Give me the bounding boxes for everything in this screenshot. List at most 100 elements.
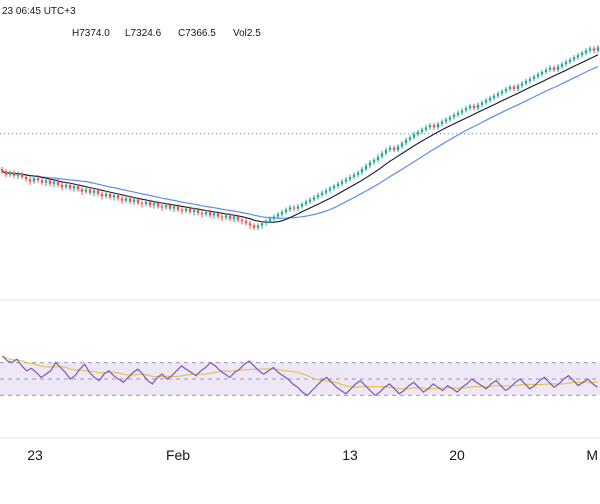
- candle[interactable]: [160, 204, 164, 211]
- candle[interactable]: [336, 181, 340, 189]
- candle[interactable]: [520, 81, 524, 88]
- candle[interactable]: [244, 218, 248, 226]
- candle[interactable]: [500, 88, 504, 96]
- candle[interactable]: [432, 122, 436, 130]
- candle[interactable]: [508, 84, 512, 92]
- candle[interactable]: [320, 190, 324, 198]
- candle[interactable]: [40, 178, 44, 185]
- candle[interactable]: [360, 166, 364, 175]
- candle[interactable]: [112, 192, 116, 201]
- candle[interactable]: [528, 76, 532, 84]
- candle[interactable]: [68, 182, 72, 191]
- candle[interactable]: [184, 206, 188, 214]
- candle[interactable]: [296, 204, 300, 211]
- candle[interactable]: [24, 174, 28, 182]
- candle[interactable]: [476, 102, 480, 111]
- candle[interactable]: [60, 182, 64, 191]
- candle[interactable]: [36, 174, 40, 183]
- candle[interactable]: [516, 83, 520, 92]
- candle[interactable]: [96, 188, 100, 197]
- candle[interactable]: [288, 205, 292, 212]
- candle[interactable]: [308, 197, 312, 205]
- candle[interactable]: [488, 95, 492, 103]
- candle[interactable]: [164, 202, 168, 210]
- candle[interactable]: [496, 91, 500, 99]
- candle[interactable]: [424, 125, 428, 132]
- candle[interactable]: [84, 186, 88, 194]
- candle[interactable]: [324, 188, 328, 196]
- candle[interactable]: [116, 192, 120, 201]
- candle[interactable]: [580, 50, 584, 58]
- candle[interactable]: [312, 195, 316, 202]
- candle[interactable]: [128, 196, 132, 205]
- candle[interactable]: [196, 207, 200, 216]
- candle[interactable]: [292, 205, 296, 211]
- candle[interactable]: [100, 191, 104, 200]
- candle[interactable]: [384, 147, 388, 156]
- candle[interactable]: [144, 198, 148, 207]
- candle[interactable]: [4, 169, 8, 177]
- candle[interactable]: [52, 179, 56, 188]
- candle[interactable]: [468, 103, 472, 111]
- candle[interactable]: [188, 206, 192, 215]
- candle[interactable]: [404, 137, 408, 146]
- candle[interactable]: [524, 78, 528, 86]
- candle[interactable]: [256, 223, 260, 230]
- candle[interactable]: [352, 172, 356, 180]
- candle[interactable]: [136, 197, 140, 206]
- candle[interactable]: [12, 170, 16, 179]
- candle[interactable]: [44, 176, 48, 187]
- candle[interactable]: [572, 55, 576, 62]
- candle[interactable]: [0, 166, 4, 174]
- candle[interactable]: [204, 209, 208, 217]
- candle[interactable]: [56, 179, 60, 188]
- candle[interactable]: [408, 135, 412, 143]
- candle[interactable]: [332, 183, 336, 191]
- candle[interactable]: [444, 117, 448, 124]
- candle[interactable]: [284, 207, 288, 215]
- candle[interactable]: [544, 67, 548, 75]
- candle[interactable]: [192, 207, 196, 216]
- candle[interactable]: [168, 202, 172, 211]
- candle[interactable]: [248, 220, 252, 229]
- candle[interactable]: [344, 176, 348, 184]
- candle[interactable]: [240, 217, 244, 225]
- candle[interactable]: [364, 163, 368, 172]
- price-pane[interactable]: [0, 45, 600, 230]
- candle[interactable]: [480, 100, 484, 108]
- candle[interactable]: [472, 103, 476, 111]
- candle[interactable]: [348, 174, 352, 182]
- candle[interactable]: [376, 154, 380, 163]
- candle[interactable]: [448, 114, 452, 122]
- candle[interactable]: [124, 195, 128, 203]
- candle[interactable]: [272, 214, 276, 221]
- candle[interactable]: [268, 216, 272, 224]
- candle[interactable]: [584, 48, 588, 56]
- candle[interactable]: [260, 220, 264, 229]
- candle[interactable]: [172, 204, 176, 212]
- candle[interactable]: [456, 110, 460, 118]
- candle[interactable]: [264, 218, 268, 226]
- candle[interactable]: [212, 210, 216, 219]
- candle[interactable]: [76, 183, 80, 192]
- candle[interactable]: [328, 186, 332, 193]
- candle[interactable]: [80, 187, 84, 196]
- candle[interactable]: [220, 214, 224, 221]
- candle[interactable]: [388, 145, 392, 153]
- candle[interactable]: [396, 144, 400, 153]
- candle[interactable]: [380, 151, 384, 159]
- candle[interactable]: [148, 199, 152, 208]
- candle[interactable]: [228, 213, 232, 221]
- candle[interactable]: [464, 105, 468, 113]
- candle[interactable]: [368, 160, 372, 168]
- candle[interactable]: [356, 170, 360, 177]
- candle[interactable]: [416, 129, 420, 137]
- candle[interactable]: [536, 72, 540, 79]
- candle[interactable]: [224, 213, 228, 220]
- candle[interactable]: [276, 211, 280, 219]
- candle[interactable]: [252, 223, 256, 230]
- candle[interactable]: [532, 74, 536, 82]
- candle[interactable]: [560, 61, 564, 69]
- candle[interactable]: [120, 196, 124, 205]
